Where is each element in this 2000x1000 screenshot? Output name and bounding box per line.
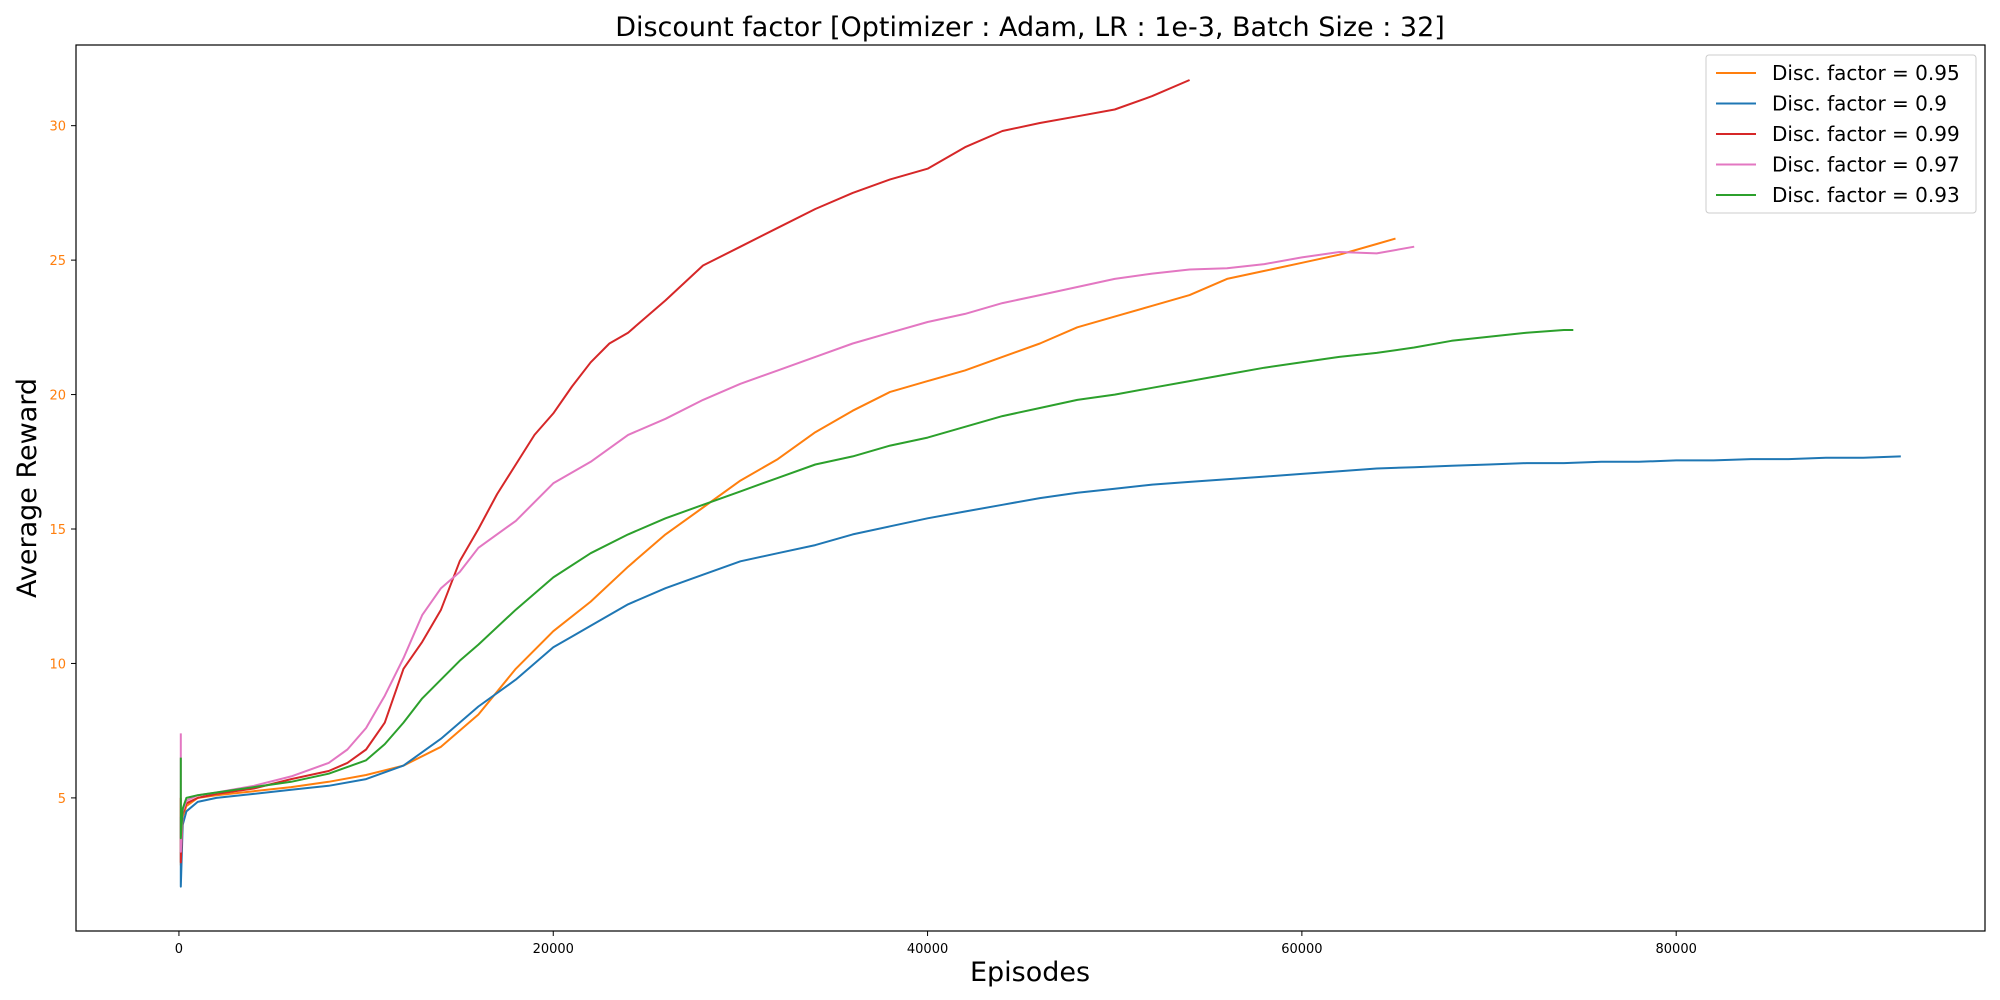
x-axis-label: Episodes [970, 957, 1090, 988]
series-line-1 [179, 455, 1901, 888]
x-tick-label: 40000 [907, 942, 948, 957]
series-line-0 [179, 237, 1396, 867]
legend-box [1705, 54, 1977, 214]
legend-label: Disc. factor = 0.99 [1772, 122, 1960, 146]
y-tick-label: 20 [49, 389, 66, 404]
y-axis: 5 10 15 20 25 30 [49, 120, 76, 807]
x-tick-label: 20000 [533, 942, 574, 957]
series-group [179, 79, 1901, 888]
y-tick-label: 10 [49, 657, 66, 672]
y-axis-label: Average Reward [12, 378, 43, 598]
y-tick-label: 5 [58, 792, 66, 807]
series-line-3 [179, 245, 1415, 853]
plot-area-frame [75, 44, 1986, 932]
y-tick-label: 15 [49, 523, 66, 538]
legend: Disc. factor = 0.95 Disc. factor = 0.9 Dis… [1705, 54, 1977, 214]
y-tick-label: 30 [49, 120, 66, 135]
legend-label: Disc. factor = 0.93 [1772, 183, 1960, 207]
chart-title: Discount factor [Optimizer : Adam, LR : … [615, 12, 1445, 43]
x-tick-label: 80000 [1656, 942, 1697, 957]
y-tick-label: 25 [49, 254, 66, 269]
series-line-4 [179, 329, 1574, 840]
x-tick-label: 60000 [1281, 942, 1322, 957]
legend-label: Disc. factor = 0.97 [1772, 153, 1960, 177]
x-tick-label: 0 [175, 942, 183, 957]
legend-label: Disc. factor = 0.9 [1772, 92, 1947, 116]
x-axis: 0 20000 40000 60000 80000 [175, 931, 1697, 957]
series-line-2 [179, 79, 1190, 864]
legend-label: Disc. factor = 0.95 [1772, 61, 1960, 85]
